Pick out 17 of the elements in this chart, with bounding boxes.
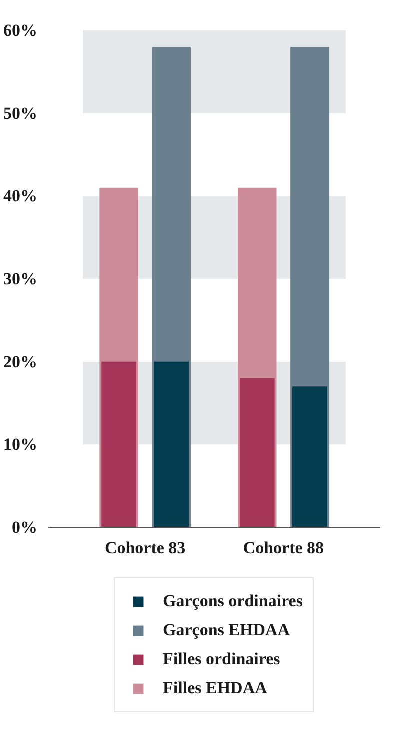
y-tick-label: 30% xyxy=(4,270,38,288)
y-tick-label: 40% xyxy=(4,186,38,206)
y-tick-label: 10% xyxy=(4,435,38,454)
legend-label: Filles EHDAA xyxy=(163,678,268,698)
y-tick-label: 60% xyxy=(4,21,38,40)
bar xyxy=(240,378,275,528)
y-tick-label: 50% xyxy=(4,104,38,123)
x-tick-label: Cohorte 83 xyxy=(104,538,186,558)
legend-label: Garçons ordinaires xyxy=(163,592,303,612)
legend-label: Garçons EHDAA xyxy=(163,620,290,640)
bar xyxy=(154,362,190,528)
x-tick-label: Cohorte 88 xyxy=(243,538,324,558)
y-tick-label: 0% xyxy=(12,518,38,537)
legend-label: Filles ordinaires xyxy=(163,650,280,670)
y-tick-label: 20% xyxy=(4,352,38,372)
bar xyxy=(292,386,328,528)
bar xyxy=(102,362,136,528)
